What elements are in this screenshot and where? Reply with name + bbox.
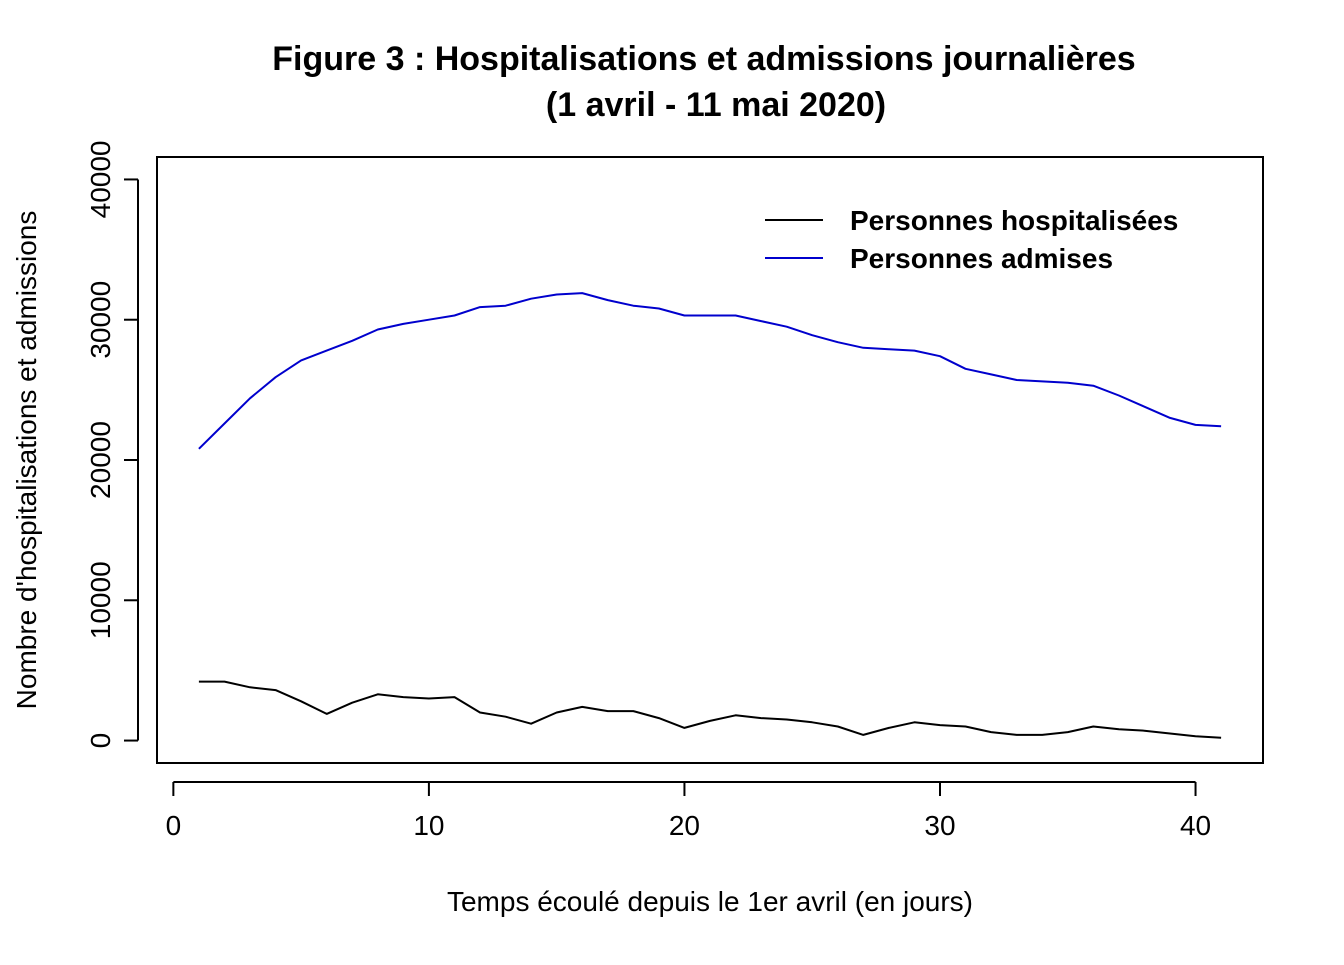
x-axis: 0 10 20 30 40 <box>166 781 1211 841</box>
legend-label-hospitalisees: Personnes hospitalisées <box>850 205 1178 236</box>
chart-subtitle: (1 avril - 11 mai 2020) <box>546 86 886 124</box>
x-tick-label: 40 <box>1180 810 1211 841</box>
y-tick-label: 30000 <box>85 281 116 359</box>
series-layer <box>198 292 1222 739</box>
chart-title: Figure 3 : Hospitalisations et admission… <box>272 40 1135 78</box>
x-tick-label: 0 <box>166 810 182 841</box>
series-line-admises <box>198 292 1222 450</box>
series-line-hospitalisees <box>198 680 1222 739</box>
y-tick-label: 20000 <box>85 421 116 499</box>
x-tick-label: 10 <box>413 810 444 841</box>
x-tick-label: 30 <box>924 810 955 841</box>
y-tick-label: 10000 <box>85 561 116 639</box>
y-tick-label: 40000 <box>85 141 116 219</box>
y-axis-label: Nombre d'hospitalisations et admissions <box>11 211 42 710</box>
plot-frame <box>156 156 1264 764</box>
legend-label-admises: Personnes admises <box>850 243 1113 274</box>
legend: Personnes hospitalisées Personnes admise… <box>765 205 1178 274</box>
y-axis: 0 10000 20000 30000 40000 <box>85 141 139 749</box>
y-tick-label: 0 <box>85 733 116 749</box>
x-tick-label: 20 <box>669 810 700 841</box>
x-axis-label: Temps écoulé depuis le 1er avril (en jou… <box>447 886 973 917</box>
